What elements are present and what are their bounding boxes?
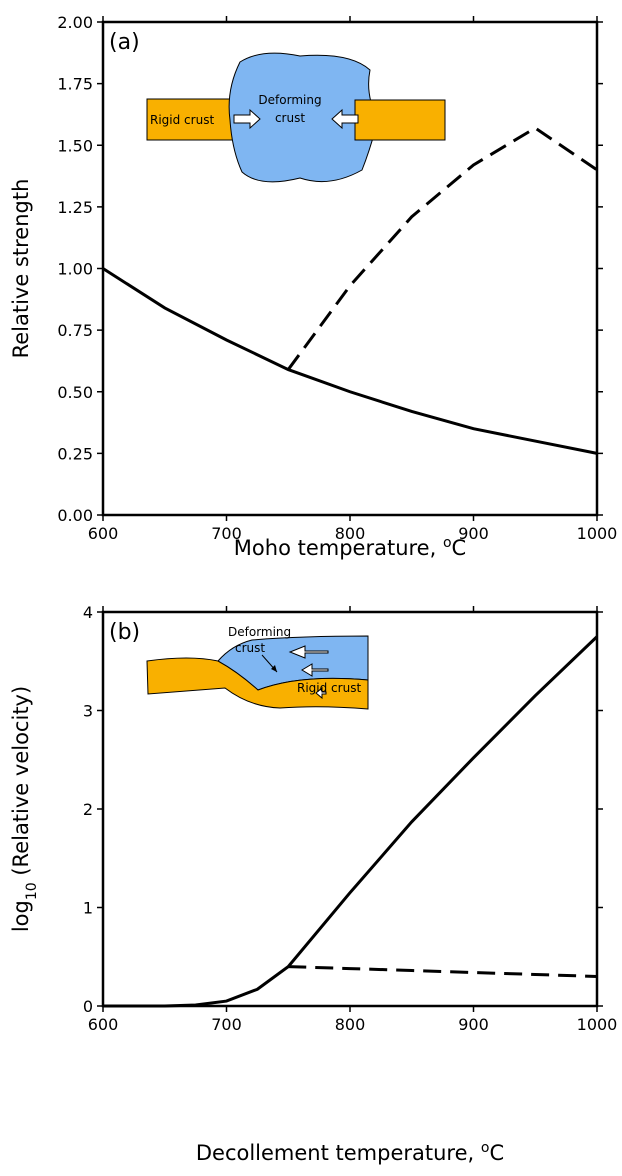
data-line <box>287 126 598 371</box>
x-tick-label: 700 <box>211 1015 242 1034</box>
deforming-block <box>228 52 379 183</box>
inset-b: Deforming crust Rigid crust <box>146 625 369 710</box>
x-tick-label: 1000 <box>577 1015 618 1034</box>
rigid-layer <box>146 657 369 710</box>
x-axis-label-part: o <box>443 535 452 551</box>
y-tick-label: 0.75 <box>57 321 93 340</box>
y-tick-label: 1 <box>83 899 93 918</box>
x-tick-label: 900 <box>458 524 489 543</box>
y-axis-label: log10 (Relative velocity) <box>9 686 40 932</box>
arrow <box>233 108 261 130</box>
y-tick-label: 3 <box>83 702 93 721</box>
inset-label: Rigid crust <box>150 113 214 127</box>
y-axis-label-part: (Relative velocity) <box>9 686 33 883</box>
x-axis-label-part: o <box>481 1140 490 1156</box>
x-axis-label-part: C <box>489 1141 504 1165</box>
x-axis-label-part: C <box>452 536 467 560</box>
x-tick-label: 600 <box>88 1015 119 1034</box>
x-tick-label: 800 <box>335 1015 366 1034</box>
arrow <box>315 686 327 700</box>
inset-a: Rigid crust Deforming crust <box>146 52 446 183</box>
rigid-block <box>354 99 446 141</box>
y-axis-label-part: 10 <box>24 882 40 900</box>
x-tick-label: 600 <box>88 524 119 543</box>
y-tick-label: 4 <box>83 603 93 622</box>
pointer-head <box>271 665 277 672</box>
x-axis-label: Moho temperature, oC <box>234 535 466 560</box>
y-tick-label: 1.50 <box>57 136 93 155</box>
y-tick-label: 2.00 <box>57 13 93 32</box>
arrow <box>331 108 359 130</box>
x-tick-label: 1000 <box>577 524 618 543</box>
x-axis-label-part: Decollement temperature, <box>196 1141 481 1165</box>
x-tick-label: 700 <box>211 524 242 543</box>
y-tick-label: 2 <box>83 800 93 819</box>
y-tick-label: 0.25 <box>57 444 93 463</box>
plot-frame <box>101 20 599 517</box>
y-tick-label: 1.00 <box>57 260 93 279</box>
data-line <box>288 965 598 978</box>
panel-label: (b) <box>109 620 140 645</box>
y-axis-label-part: log <box>9 900 33 932</box>
x-tick-label: 800 <box>335 524 366 543</box>
y-tick-label: 1.75 <box>57 75 93 94</box>
inset-label: Deforming <box>228 625 291 639</box>
inset-label: crust <box>235 641 265 655</box>
rigid-block <box>146 98 240 141</box>
inset-label: Rigid crust <box>297 681 361 695</box>
arrow <box>301 663 329 677</box>
data-line <box>102 267 598 455</box>
x-tick-label: 900 <box>458 1015 489 1034</box>
x-axis-label-part: Moho temperature, <box>234 536 443 560</box>
inset-label: Deforming <box>258 93 321 107</box>
inset-label: crust <box>275 111 305 125</box>
y-axis-label: Relative strength <box>9 179 33 359</box>
arrow <box>288 645 329 659</box>
x-axis-label: Decollement temperature, oC <box>196 1140 504 1165</box>
plot-frame <box>101 610 599 1008</box>
panel-label: (a) <box>109 30 140 55</box>
y-tick-label: 1.25 <box>57 198 93 217</box>
y-tick-label: 0.00 <box>57 506 93 525</box>
y-tick-label: 0.50 <box>57 383 93 402</box>
y-tick-label: 0 <box>83 997 93 1016</box>
